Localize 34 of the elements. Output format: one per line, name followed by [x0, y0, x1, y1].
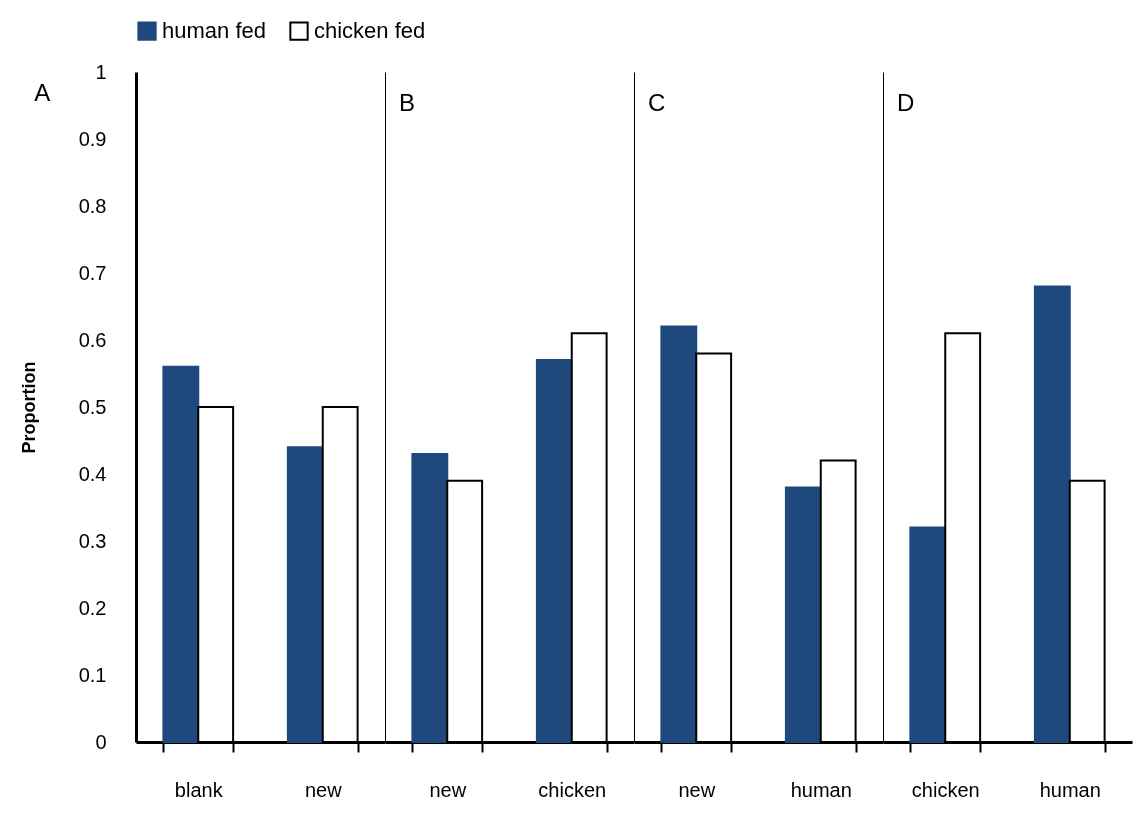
y-tick-label: 0.1: [78, 663, 107, 686]
y-tick-label: 0.8: [78, 194, 107, 217]
y-tick-label: 0.5: [78, 395, 107, 418]
legend-label: chicken fed: [314, 18, 426, 44]
y-axis-title: Proportion: [18, 361, 39, 454]
x-tick-label: new: [429, 778, 467, 801]
bar: [660, 325, 698, 743]
x-tick-label: human: [1039, 778, 1101, 801]
x-tick-label: blank: [174, 778, 224, 801]
bar: [909, 526, 947, 743]
x-tick-label: human: [790, 778, 852, 801]
x-tick-label: chicken: [911, 778, 980, 801]
bar: [784, 486, 822, 743]
y-tick-label: 0.7: [78, 261, 107, 284]
chart-title: A: [34, 79, 51, 106]
y-tick-label: 0.4: [78, 462, 107, 485]
x-tick-label: chicken: [538, 778, 607, 801]
y-tick-label: 0.6: [78, 328, 107, 351]
text: D: [897, 89, 915, 116]
y-tick-label: 0: [95, 730, 107, 753]
bar: [286, 446, 324, 743]
bar: [535, 359, 573, 743]
x-tick-label: new: [304, 778, 343, 801]
bar: [162, 365, 200, 743]
text: B: [399, 89, 416, 116]
x-tick-label: new: [678, 778, 716, 801]
y-tick-label: 1: [95, 60, 107, 83]
bar: [1033, 285, 1071, 743]
bar: [411, 452, 449, 743]
legend-label: human fed: [162, 18, 266, 44]
y-tick-label: 0.2: [78, 596, 107, 619]
y-tick-label: 0.3: [78, 529, 107, 552]
y-tick-label: 0.9: [78, 127, 107, 150]
text: C: [648, 89, 666, 116]
